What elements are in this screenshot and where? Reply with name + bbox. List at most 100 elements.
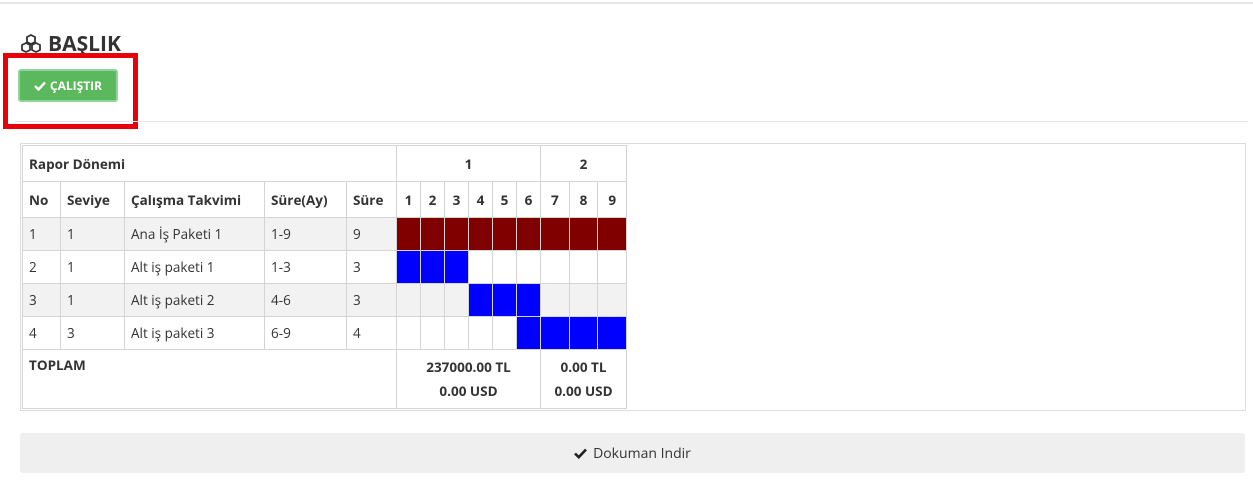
gantt-bar-cell bbox=[568, 316, 599, 350]
column-header: Süre(Ay) bbox=[264, 181, 347, 218]
check-icon bbox=[574, 448, 588, 459]
table-cell: Alt iş paketi 2 bbox=[124, 283, 265, 317]
run-button[interactable]: ÇALIŞTIR bbox=[18, 69, 118, 102]
gantt-bar-cell bbox=[444, 217, 469, 251]
month-header: 2 bbox=[420, 181, 445, 218]
table-row: 3 1 Alt iş paketi 2 4-6 3 bbox=[22, 283, 628, 317]
gantt-cell bbox=[468, 250, 493, 284]
gantt-cell bbox=[568, 283, 599, 317]
month-header: 8 bbox=[568, 181, 599, 218]
gantt-cell bbox=[444, 316, 469, 350]
period-total: 237000.00 TL 0.00 USD bbox=[396, 349, 541, 409]
gantt-bar-cell bbox=[568, 217, 599, 251]
gantt-cell bbox=[492, 316, 517, 350]
gantt-bar-cell bbox=[420, 250, 445, 284]
download-button[interactable]: Dokuman Indir bbox=[20, 433, 1245, 473]
gantt-bar-cell bbox=[516, 283, 541, 317]
gantt-cell bbox=[396, 316, 421, 350]
table-row: 2 1 Alt iş paketi 1 1-3 3 bbox=[22, 250, 628, 284]
period-total: 0.00 TL 0.00 USD bbox=[539, 349, 628, 409]
separator bbox=[15, 121, 1248, 122]
gantt-bar-cell bbox=[420, 217, 445, 251]
gantt-bar-cell bbox=[468, 217, 493, 251]
table-cell: 1-3 bbox=[264, 250, 347, 284]
month-header: 5 bbox=[492, 181, 517, 218]
column-header: Seviye bbox=[60, 181, 125, 218]
table-cell: 1 bbox=[60, 217, 125, 251]
table-cell: Alt iş paketi 1 bbox=[124, 250, 265, 284]
month-header: 7 bbox=[540, 181, 570, 218]
month-header: 6 bbox=[516, 181, 541, 218]
run-button-label: ÇALIŞTIR bbox=[49, 77, 103, 94]
table-cell: 4 bbox=[346, 316, 397, 350]
table-row: 1 1 Ana İş Paketi 1 1-9 9 bbox=[22, 217, 628, 251]
table-cell: 4-6 bbox=[264, 283, 347, 317]
gantt-bar-cell bbox=[597, 316, 628, 350]
table-cell: 1 bbox=[60, 250, 125, 284]
column-header: Süre bbox=[346, 181, 397, 218]
table-cell: 3 bbox=[60, 316, 125, 350]
gantt-cell bbox=[492, 250, 517, 284]
total-label: TOPLAM bbox=[22, 349, 397, 409]
table-cell: 3 bbox=[22, 283, 61, 317]
gantt-cell bbox=[420, 316, 445, 350]
table-row: 4 3 Alt iş paketi 3 6-9 4 bbox=[22, 316, 628, 350]
gantt-bar-cell bbox=[396, 217, 421, 251]
table-cell: 1 bbox=[60, 283, 125, 317]
table-cell: Alt iş paketi 3 bbox=[124, 316, 265, 350]
gantt-cell bbox=[597, 250, 628, 284]
table-cell: 3 bbox=[346, 283, 397, 317]
total-amount: 237000.00 TL bbox=[426, 358, 511, 376]
table-cell: 6-9 bbox=[264, 316, 347, 350]
gantt-bar-cell bbox=[540, 316, 570, 350]
header-row: Rapor Dönemi 1 2 bbox=[22, 145, 628, 182]
month-header: 1 bbox=[396, 181, 421, 218]
report-period-label: Rapor Dönemi bbox=[22, 145, 397, 182]
gantt-cell bbox=[444, 283, 469, 317]
gantt-cell bbox=[540, 250, 570, 284]
gantt-cell bbox=[540, 283, 570, 317]
total-amount: 0.00 TL bbox=[560, 358, 607, 376]
table-panel bbox=[20, 143, 1246, 411]
table-cell: 1 bbox=[22, 217, 61, 251]
table-cell: 3 bbox=[346, 250, 397, 284]
period-header: 2 bbox=[539, 145, 628, 182]
column-header: No bbox=[22, 181, 61, 218]
header-row: No Seviye Çalışma Takvimi Süre(Ay) Süre 1 2 3 4 5… bbox=[22, 181, 628, 218]
table-cell: 1-9 bbox=[264, 217, 347, 251]
table-cell: 4 bbox=[22, 316, 61, 350]
gantt-bar-cell bbox=[516, 316, 541, 350]
table-cell: Ana İş Paketi 1 bbox=[124, 217, 265, 251]
gantt-bar-cell bbox=[396, 250, 421, 284]
download-label: Dokuman Indir bbox=[593, 443, 691, 463]
gantt-bar-cell bbox=[444, 250, 469, 284]
gantt-cell bbox=[516, 250, 541, 284]
check-icon bbox=[34, 81, 46, 91]
total-row: TOPLAM 237000.00 TL 0.00 USD 0.00 TL 0.00 US… bbox=[22, 349, 628, 409]
gantt-cell bbox=[468, 316, 493, 350]
table-cell: 2 bbox=[22, 250, 61, 284]
top-border bbox=[0, 2, 1253, 4]
cubes-icon bbox=[21, 34, 41, 54]
total-amount: 0.00 USD bbox=[439, 382, 498, 400]
gantt-cell bbox=[568, 250, 599, 284]
schedule-table: Rapor Dönemi 1 2 No Seviye Çalışma Takvimi Sür… bbox=[22, 145, 628, 409]
gantt-bar-cell bbox=[597, 217, 628, 251]
month-header: 9 bbox=[597, 181, 628, 218]
column-header: Çalışma Takvimi bbox=[124, 181, 265, 218]
gantt-bar-cell bbox=[516, 217, 541, 251]
gantt-bar-cell bbox=[540, 217, 570, 251]
total-amount: 0.00 USD bbox=[554, 382, 613, 400]
highlight-box bbox=[3, 53, 138, 129]
gantt-bar-cell bbox=[492, 283, 517, 317]
month-header: 4 bbox=[468, 181, 493, 218]
month-header: 3 bbox=[444, 181, 469, 218]
period-header: 1 bbox=[396, 145, 541, 182]
gantt-cell bbox=[420, 283, 445, 317]
gantt-bar-cell bbox=[492, 217, 517, 251]
gantt-cell bbox=[597, 283, 628, 317]
gantt-bar-cell bbox=[468, 283, 493, 317]
gantt-cell bbox=[396, 283, 421, 317]
table-cell: 9 bbox=[346, 217, 397, 251]
